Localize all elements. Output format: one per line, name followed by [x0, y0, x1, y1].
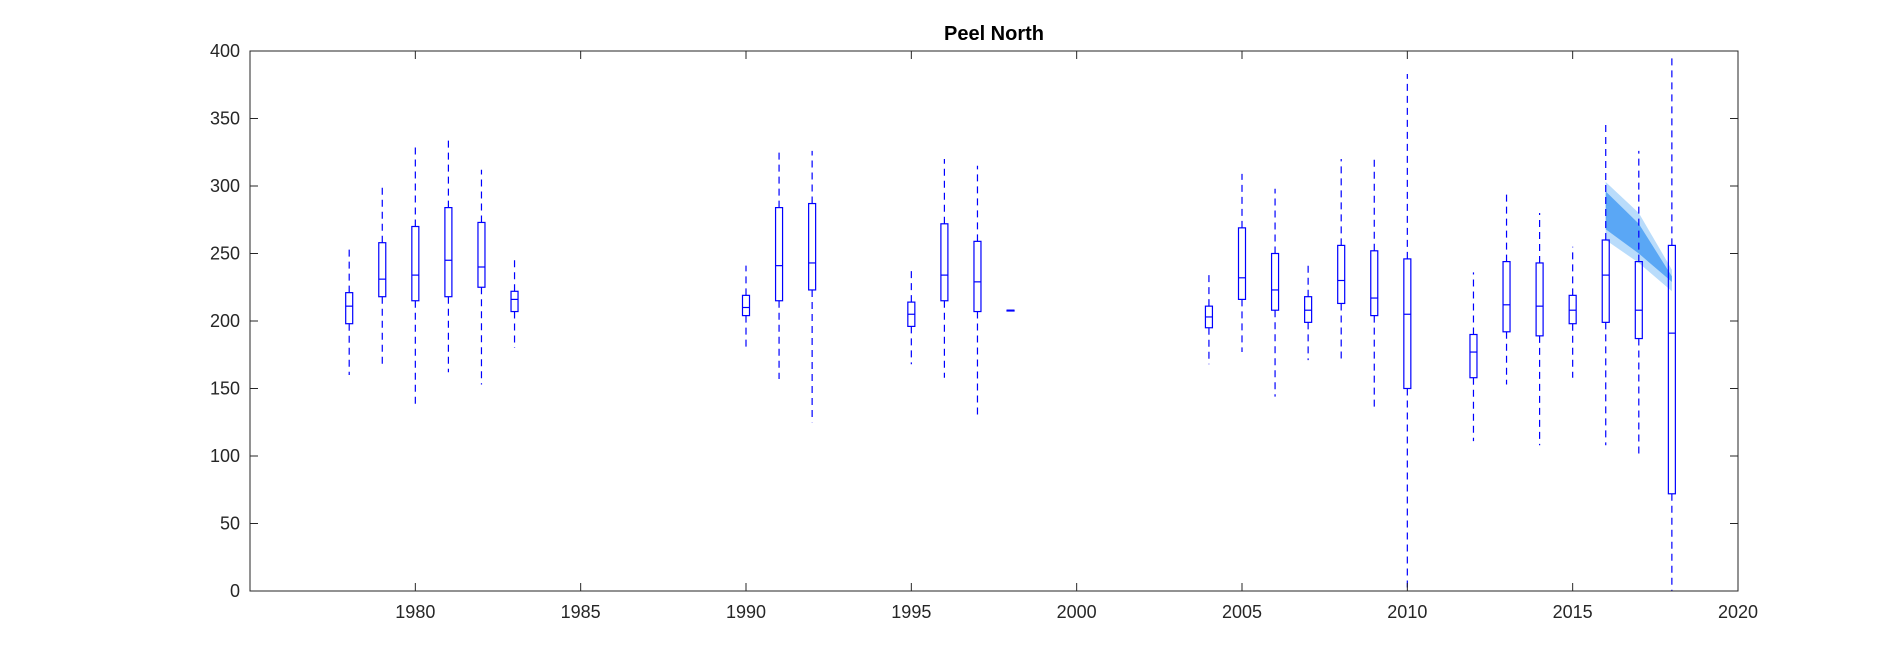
box-1990 — [741, 265, 751, 348]
y-tick-label: 250 — [210, 244, 240, 264]
box-2014 — [1535, 213, 1544, 446]
axis-ticks: 1980 1985 1990 1995 2000 2005 2010 2015 2020 0 50 1… — [210, 41, 1758, 622]
box-iqr — [411, 225, 420, 302]
box-iqr — [808, 202, 817, 291]
box-2008 — [1337, 159, 1346, 362]
box-1978 — [345, 249, 354, 375]
x-tick-label: 1985 — [561, 602, 601, 622]
y-tick-label: 100 — [210, 446, 240, 466]
box-1979 — [378, 186, 387, 366]
box-iqr — [1535, 262, 1544, 337]
y-tick-label: 200 — [210, 311, 240, 331]
x-tick-label: 2020 — [1718, 602, 1758, 622]
box-iqr — [1568, 294, 1577, 325]
x-tick-label: 2000 — [1057, 602, 1097, 622]
box-iqr — [774, 207, 784, 302]
box-2013 — [1502, 192, 1511, 385]
y-tick-label: 50 — [220, 514, 240, 534]
box-iqr — [1469, 333, 1478, 379]
box-1992 — [808, 150, 817, 423]
x-tick-label: 1995 — [891, 602, 931, 622]
box-iqr — [1270, 252, 1280, 311]
box-2016 — [1601, 122, 1610, 446]
box-iqr — [1370, 250, 1379, 317]
x-tick-label: 1990 — [726, 602, 766, 622]
box-iqr — [345, 292, 354, 325]
box-1995 — [907, 267, 916, 365]
box-iqr — [1403, 258, 1412, 390]
box-series — [345, 57, 1676, 591]
box-iqr — [1667, 244, 1676, 495]
box-iqr — [510, 290, 519, 313]
x-tick-label: 1980 — [395, 602, 435, 622]
y-tick-label: 400 — [210, 41, 240, 61]
x-tick-label: 2015 — [1553, 602, 1593, 622]
box-iqr — [378, 242, 387, 298]
box-1980 — [411, 145, 420, 409]
y-tick-label: 0 — [230, 581, 240, 601]
box-2009 — [1370, 156, 1379, 412]
box-2012 — [1469, 272, 1478, 442]
box-2005 — [1237, 173, 1247, 353]
plot-area-background — [250, 51, 1738, 591]
box-iqr — [1601, 239, 1610, 323]
box-2015 — [1568, 246, 1577, 378]
box-iqr — [1502, 261, 1511, 333]
box-1991 — [774, 148, 784, 380]
box-1996 — [940, 159, 949, 378]
box-2010 — [1403, 73, 1412, 591]
box-iqr — [1337, 244, 1346, 305]
box-iqr — [477, 221, 486, 288]
x-tick-label: 2010 — [1387, 602, 1427, 622]
box-iqr — [1634, 261, 1643, 340]
box-1982 — [477, 169, 486, 385]
box-1981 — [444, 138, 453, 373]
box-2018 — [1667, 57, 1676, 591]
box-2004 — [1204, 272, 1214, 365]
box-iqr — [1237, 227, 1247, 301]
box-iqr — [973, 240, 982, 313]
x-tick-label: 2005 — [1222, 602, 1262, 622]
chart-title: Peel North — [944, 23, 1044, 45]
y-tick-label: 350 — [210, 109, 240, 129]
box-iqr — [1304, 296, 1313, 323]
box-iqr — [940, 223, 949, 302]
box-1983 — [510, 260, 519, 348]
y-tick-label: 300 — [210, 176, 240, 196]
box-2007 — [1304, 264, 1313, 361]
box-1998 — [1006, 309, 1015, 312]
box-iqr — [741, 294, 751, 317]
y-tick-label: 150 — [210, 379, 240, 399]
box-iqr — [444, 207, 453, 298]
box-2017 — [1634, 150, 1643, 455]
box-2006 — [1270, 188, 1280, 397]
box-1997 — [973, 165, 982, 419]
